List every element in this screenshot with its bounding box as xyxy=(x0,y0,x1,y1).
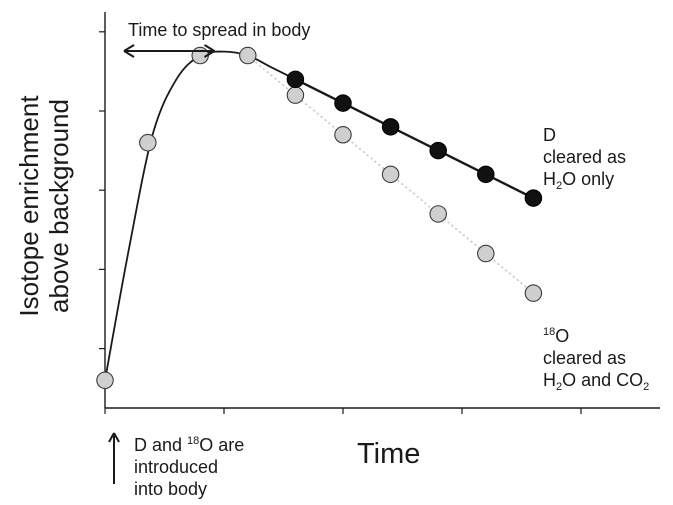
d-series-line xyxy=(294,78,534,200)
annotation-arrows xyxy=(108,44,215,484)
y-axis-label-line-2: above background xyxy=(44,99,74,313)
d-point xyxy=(286,70,305,89)
d-point xyxy=(477,165,495,184)
o18-series-note: 18O cleared as H2O and CO2 xyxy=(543,325,650,393)
x-axis-label: Time xyxy=(357,438,421,470)
curves xyxy=(104,50,534,381)
o18-point xyxy=(139,133,157,152)
o18-point xyxy=(96,371,114,390)
intro-arrow-head xyxy=(108,432,120,443)
spread-label: Time to spread in body xyxy=(128,20,311,40)
data-points xyxy=(96,46,543,390)
d-series-curve xyxy=(104,50,534,381)
o18-point xyxy=(239,46,257,65)
o18-point xyxy=(524,284,543,302)
intro-note-line-3: into body xyxy=(134,479,208,499)
o18-note-line-2: cleared as xyxy=(543,348,627,368)
y-axis-label: Isotope enrichment above background xyxy=(6,56,82,356)
intro-note-line-1: D and 18O are xyxy=(134,435,245,455)
o18-point xyxy=(334,126,352,144)
y-axis-label-line-1: Isotope enrichment xyxy=(14,95,44,317)
o18-point xyxy=(429,205,447,223)
o18-point xyxy=(381,165,400,184)
d-point xyxy=(381,118,400,136)
axes xyxy=(99,12,660,414)
spread-arrow-left-head xyxy=(123,44,135,58)
d-point xyxy=(334,94,352,112)
o18-point xyxy=(477,244,495,263)
introduction-note: D and 18O are introduced into body xyxy=(134,434,244,500)
o18-note-line-3: H2O and CO2 xyxy=(543,370,650,393)
o18-note-name: 18O xyxy=(543,326,570,346)
spread-arrow-right-head xyxy=(203,44,215,58)
o18-point xyxy=(286,86,305,104)
d-point xyxy=(429,141,447,160)
d-note-line-2: cleared as xyxy=(543,147,627,167)
d-point xyxy=(524,189,543,207)
d-note-name: D xyxy=(543,125,556,145)
d-note-line-3: H2O only xyxy=(543,169,615,192)
d-series-note: D cleared as H2O only xyxy=(543,124,627,192)
intro-note-line-2: introduced xyxy=(134,457,219,477)
